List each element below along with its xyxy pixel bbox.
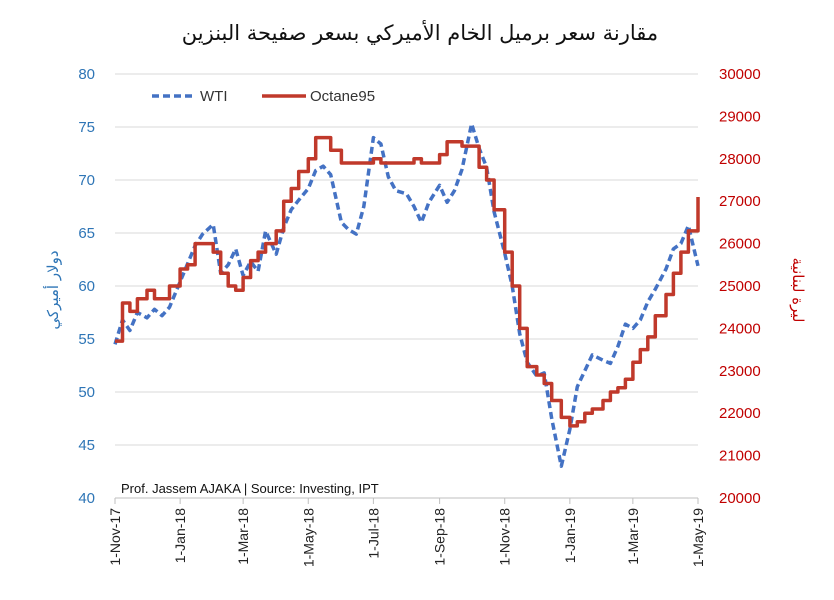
- legend-label-wti: WTI: [200, 88, 228, 105]
- x-tick-label: 1-Mar-19: [625, 508, 641, 565]
- source-note: Prof. Jassem AJAKA | Source: Investing, …: [121, 481, 379, 496]
- y-tick-label-right: 29000: [719, 108, 761, 125]
- y-tick-label-left: 50: [78, 384, 95, 401]
- y-tick-label-right: 27000: [719, 193, 761, 210]
- series-line-wti: [113, 122, 700, 468]
- x-axis: 1-Nov-17 1-Jan-18 1-Mar-18 1-May-18 1-Jul-18…: [107, 497, 706, 567]
- y-tick-label-right: 28000: [719, 151, 761, 168]
- x-tick-label: 1-Nov-18: [497, 508, 513, 566]
- x-tick-label: 1-Jul-18: [365, 508, 381, 559]
- chart-title: مقارنة سعر برميل الخام الأميركي بسعر صفي…: [182, 20, 658, 45]
- x-tick-label: 1-May-18: [300, 508, 316, 567]
- y-tick-label-left: 45: [78, 437, 95, 454]
- series-line-octane95: [115, 135, 700, 428]
- legend-label-octane95: Octane95: [310, 88, 375, 105]
- y-tick-label-right: 20000: [719, 490, 761, 507]
- x-tick-label: 1-May-19: [690, 508, 706, 567]
- y-tick-label-right: 30000: [719, 66, 761, 83]
- y-axis-label-left: دولار أميركي: [43, 250, 63, 329]
- left-axis: 40 45 50 55 60 65 70 75 80: [78, 66, 95, 507]
- grid-lines: [115, 73, 698, 499]
- y-tick-label-left: 60: [78, 278, 95, 295]
- y-tick-label-left: 65: [78, 225, 95, 242]
- y-tick-label-right: 23000: [719, 363, 761, 380]
- x-tick-label: 1-Jan-19: [562, 508, 578, 563]
- y-tick-label-right: 21000: [719, 448, 761, 465]
- y-tick-label-left: 55: [78, 331, 95, 348]
- legend: WTI Octane95: [152, 88, 375, 105]
- y-tick-label-right: 24000: [719, 320, 761, 337]
- right-axis: 20000 21000 22000 23000 24000 25000 26000 27000…: [719, 66, 761, 507]
- y-tick-label-right: 26000: [719, 236, 761, 253]
- y-tick-label-left: 70: [78, 172, 95, 189]
- x-tick-label: 1-Nov-17: [107, 508, 123, 566]
- x-tick-label: 1-Mar-18: [235, 508, 251, 565]
- y-tick-label-right: 25000: [719, 278, 761, 295]
- y-tick-label-left: 75: [78, 119, 95, 136]
- series-layer: [113, 122, 700, 468]
- y-tick-label-right: 22000: [719, 405, 761, 422]
- y-tick-label-left: 40: [78, 490, 95, 507]
- y-axis-label-right: ليرة لبنانية: [789, 258, 807, 323]
- y-tick-label-left: 80: [78, 66, 95, 83]
- x-tick-label: 1-Jan-18: [172, 508, 188, 563]
- x-tick-label: 1-Sep-18: [432, 508, 448, 566]
